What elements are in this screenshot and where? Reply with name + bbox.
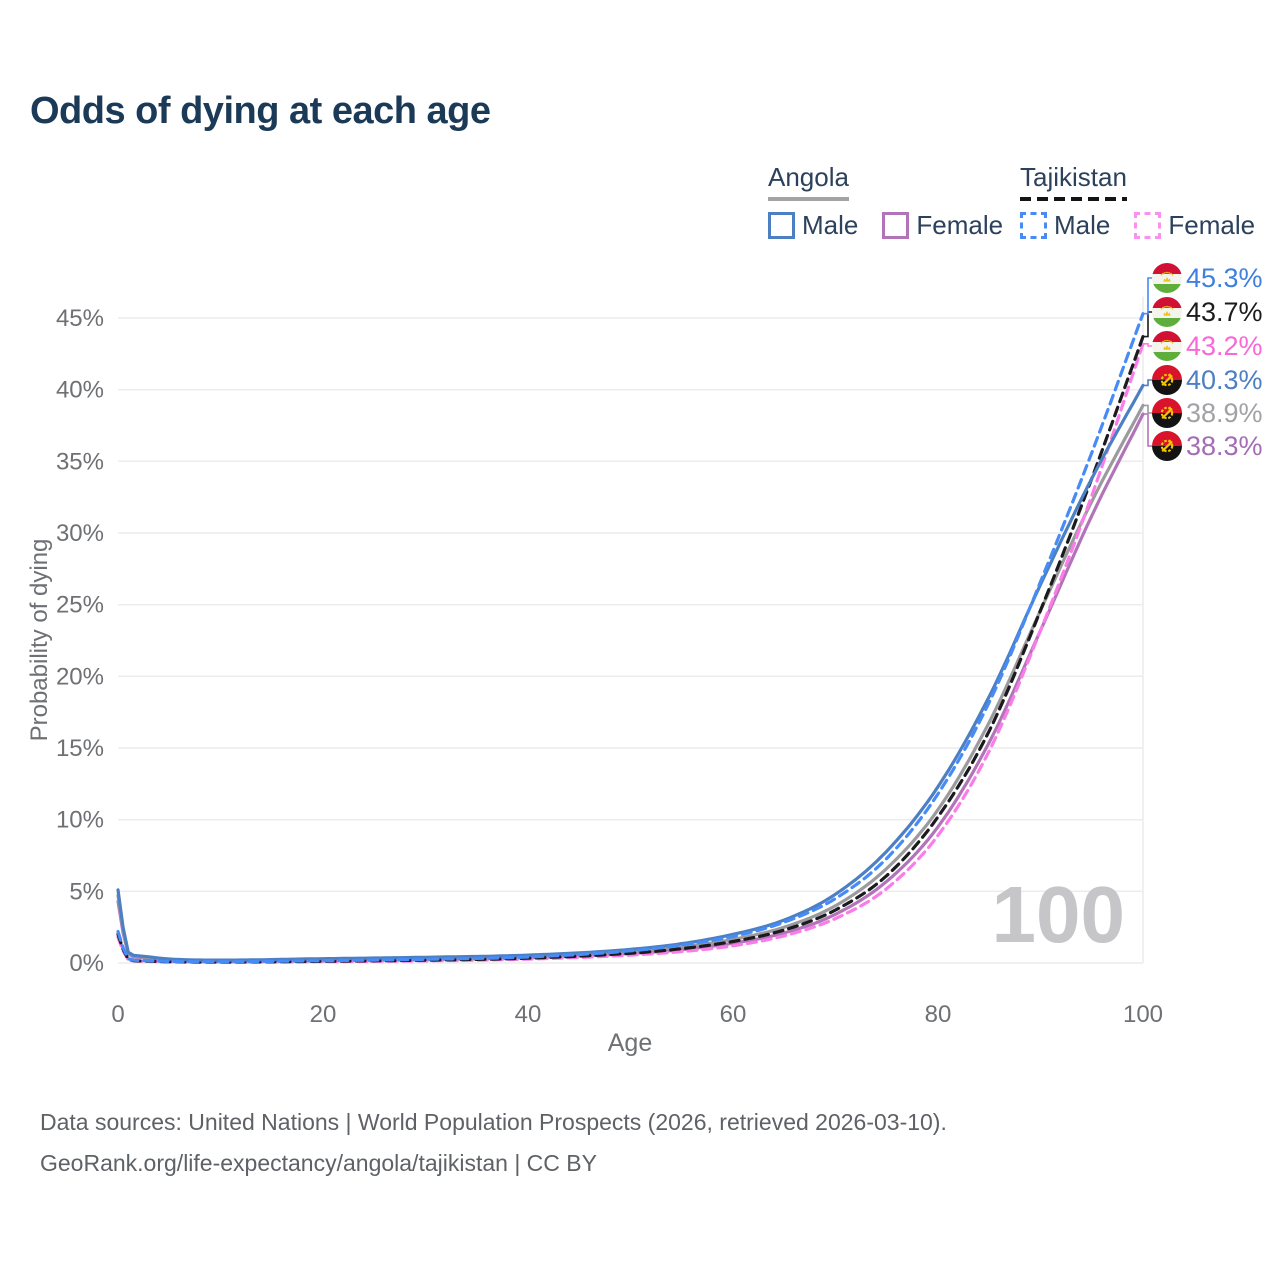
legend-item-tajikistan-male[interactable]: Male bbox=[1020, 210, 1110, 241]
tajikistan-male-swatch-icon bbox=[1020, 212, 1047, 239]
legend-country-angola: Angola bbox=[768, 162, 849, 201]
legend-item-label: Female bbox=[1168, 210, 1256, 240]
end-label-value-tajikistan-all: 43.7% bbox=[1186, 297, 1263, 327]
end-label-connector-angola-all bbox=[1143, 404, 1153, 414]
y-tick-label: 30% bbox=[56, 520, 104, 547]
x-tick-label: 20 bbox=[310, 1001, 337, 1028]
y-tick-label: 35% bbox=[56, 448, 104, 475]
x-tick-label: 40 bbox=[515, 1001, 542, 1028]
axis-ticks: 0% 5% 10% 15% 20% 25% 30% 35% 40% 45% 0 20 40 60 80 100 bbox=[56, 305, 1163, 1028]
end-label-connector-angola-male bbox=[1143, 379, 1153, 387]
series-line-angola-female[interactable] bbox=[116, 412, 1145, 963]
legend-country-tajikistan: Tajikistan bbox=[1020, 162, 1127, 201]
end-label-value-angola-female: 38.3% bbox=[1186, 431, 1263, 461]
end-label-value-tajikistan-male: 45.3% bbox=[1186, 263, 1263, 293]
y-tick-label: 10% bbox=[56, 807, 104, 834]
data-source-line: Data sources: United Nations | World Pop… bbox=[40, 1109, 947, 1135]
tajikistan-female-swatch-icon bbox=[1134, 212, 1162, 239]
age-indicator-watermark: 100 bbox=[992, 870, 1125, 959]
y-tick-label: 20% bbox=[56, 663, 104, 690]
angola-male-swatch-icon bbox=[768, 212, 795, 239]
end-label-value-angola-all: 38.9% bbox=[1186, 398, 1263, 428]
legend-country-label: Tajikistan bbox=[1020, 162, 1127, 192]
legend-group-tajikistan: Tajikistan Male Female bbox=[1020, 162, 1279, 241]
page-title: Odds of dying at each age bbox=[30, 90, 491, 132]
y-tick-label: 15% bbox=[56, 735, 104, 762]
tajikistan-line-style-sample bbox=[1020, 197, 1127, 201]
series-line-angola-male[interactable] bbox=[116, 383, 1145, 962]
legend-item-label: Male bbox=[1054, 210, 1111, 240]
series-line-tajikistan-male[interactable] bbox=[116, 312, 1145, 964]
end-labels: 38.3%38.9% 43.2% 43.7% 40.3% 45.3% bbox=[1143, 262, 1263, 461]
x-axis-title: Age bbox=[608, 1029, 652, 1057]
y-tick-label: 25% bbox=[56, 592, 104, 619]
angola-line-style-sample bbox=[768, 197, 849, 201]
legend-item-angola-female[interactable]: Female bbox=[882, 210, 1003, 241]
angola-flag-icon bbox=[1152, 431, 1182, 461]
tajikistan-flag-icon bbox=[1151, 330, 1183, 362]
footer: Data sources: United Nations | World Pop… bbox=[40, 1102, 947, 1184]
y-tick-label: 40% bbox=[56, 377, 104, 404]
tajikistan-flag-icon bbox=[1151, 262, 1183, 294]
x-tick-label: 80 bbox=[925, 1001, 952, 1028]
y-tick-label: 5% bbox=[69, 878, 104, 905]
y-tick-label: 0% bbox=[69, 950, 104, 977]
legend-country-label: Angola bbox=[768, 162, 849, 192]
angola-female-swatch-icon bbox=[882, 212, 910, 239]
angola-flag-icon bbox=[1152, 365, 1182, 395]
tajikistan-flag-icon bbox=[1151, 296, 1183, 328]
angola-flag-icon bbox=[1152, 398, 1182, 428]
x-tick-label: 60 bbox=[720, 1001, 747, 1028]
legend-item-angola-male[interactable]: Male bbox=[768, 210, 858, 241]
end-label-connector-tajikistan-female bbox=[1143, 343, 1153, 347]
end-label-connector-tajikistan-male bbox=[1143, 277, 1153, 315]
attribution-line: GeoRank.org/life-expectancy/angola/tajik… bbox=[40, 1150, 597, 1176]
gridlines bbox=[118, 296, 1144, 964]
legend-item-label: Female bbox=[916, 210, 1004, 240]
legend-item-label: Male bbox=[802, 210, 859, 240]
series-line-tajikistan-all[interactable] bbox=[116, 335, 1145, 964]
series-line-tajikistan-female[interactable] bbox=[116, 342, 1145, 964]
end-label-connector-angola-female bbox=[1143, 413, 1153, 447]
legend-group-angola: Angola Male Female bbox=[768, 162, 1027, 241]
series-lines bbox=[116, 312, 1145, 964]
legend-item-tajikistan-female[interactable]: Female bbox=[1134, 210, 1255, 241]
x-tick-label: 0 bbox=[111, 1001, 124, 1028]
end-label-connector-tajikistan-all bbox=[1143, 311, 1153, 338]
y-axis-title: Probability of dying bbox=[26, 539, 53, 742]
line-chart: 100 38.3%38.9% 43.2% 43.7% 40.3% 45.3% 0% 5% 1… bbox=[26, 262, 1263, 1057]
y-tick-label: 45% bbox=[56, 305, 104, 332]
series-line-angola-all[interactable] bbox=[116, 403, 1145, 963]
x-tick-label: 100 bbox=[1123, 1001, 1163, 1028]
legend: Angola Male Female Tajikistan bbox=[0, 162, 1280, 252]
end-label-value-tajikistan-female: 43.2% bbox=[1186, 331, 1263, 361]
end-label-value-angola-male: 40.3% bbox=[1186, 365, 1263, 395]
